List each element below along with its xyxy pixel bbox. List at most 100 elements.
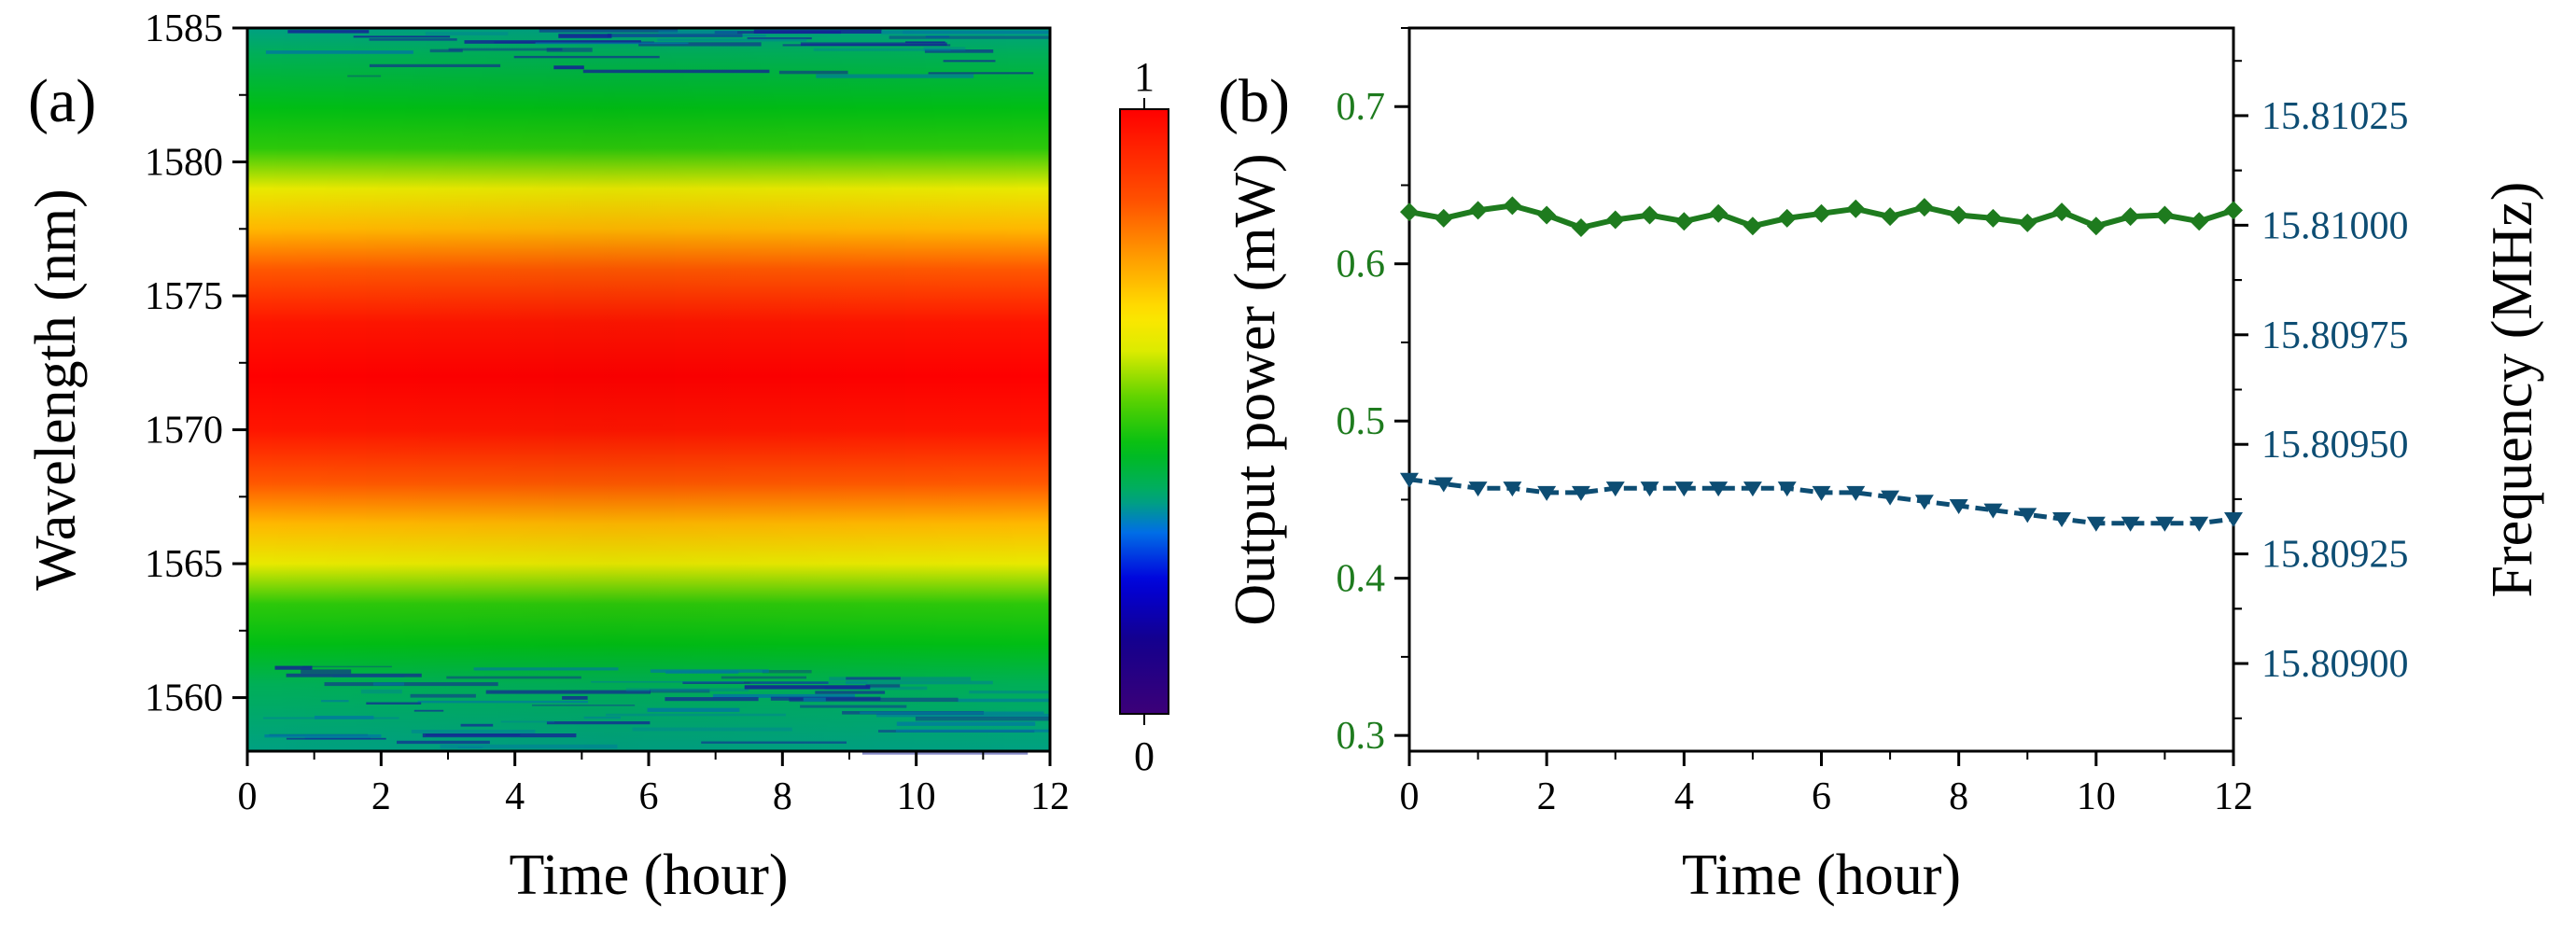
- x-tick-label: 12: [2214, 775, 2253, 818]
- frequency-marker: [2224, 512, 2243, 528]
- y-tick-label: 1585: [145, 7, 223, 50]
- noise-streak: [658, 30, 737, 35]
- left-y-tick-label: 0.4: [1337, 558, 1386, 601]
- noise-streak: [638, 42, 762, 47]
- noise-streak: [562, 696, 588, 700]
- noise-streak: [957, 698, 1050, 703]
- noise-streak: [625, 688, 749, 691]
- output-power-marker: [1537, 205, 1557, 225]
- frequency-line: [1408, 477, 2234, 526]
- noise-streak: [460, 723, 494, 727]
- x-tick-label: 0: [238, 775, 258, 818]
- frequency-marker: [1812, 485, 1831, 501]
- noise-streak: [591, 35, 766, 37]
- noise-streak: [500, 720, 555, 723]
- noise-streak: [417, 700, 588, 704]
- noise-streak: [876, 713, 1050, 718]
- noise-streak: [301, 669, 352, 674]
- noise-streak: [924, 49, 994, 53]
- noise-streak: [701, 741, 847, 744]
- noise-streak: [532, 705, 636, 706]
- output-power-marker: [1949, 205, 1968, 225]
- noise-streak: [591, 681, 745, 683]
- noise-streak: [464, 40, 641, 44]
- noise-streak: [881, 30, 1050, 35]
- frequency-marker: [1743, 481, 1762, 497]
- x-tick-label: 0: [1400, 775, 1420, 818]
- noise-streak: [413, 709, 444, 712]
- frequency-marker: [2018, 508, 2037, 523]
- frequency-marker: [2190, 516, 2209, 532]
- noise-streak: [813, 48, 951, 51]
- frequency-marker: [1468, 481, 1488, 497]
- noise-streak: [425, 32, 509, 35]
- right-y-tick-label: 15.80975: [2261, 314, 2409, 357]
- output-power-marker: [1743, 216, 1762, 236]
- noise-streak: [321, 700, 349, 703]
- output-power-marker: [2224, 201, 2243, 220]
- frequency-marker: [1434, 477, 1453, 493]
- x-tick-label: 8: [773, 775, 792, 818]
- output-power-marker: [1881, 207, 1900, 227]
- noise-streak: [264, 734, 382, 738]
- frequency-marker: [1983, 503, 2003, 519]
- y-tick-label: 1560: [145, 677, 223, 720]
- noise-streak: [265, 50, 413, 54]
- noise-streak: [457, 747, 483, 748]
- noise-streak: [366, 702, 422, 705]
- panel-b-label: (b): [1218, 67, 1290, 135]
- noise-streak: [372, 682, 405, 686]
- frequency-marker: [1709, 481, 1729, 497]
- panel-b-series: [1400, 196, 2243, 532]
- panel-a-x-axis-label: Time (hour): [509, 844, 788, 907]
- noise-streak: [747, 37, 812, 40]
- noise-streak: [410, 693, 476, 698]
- right-y-tick-label: 15.80925: [2261, 534, 2409, 577]
- y-tick-label: 1570: [145, 410, 223, 453]
- noise-streak: [665, 670, 739, 674]
- frequency-marker: [1503, 481, 1522, 497]
- right-y-tick-label: 15.80900: [2261, 643, 2409, 686]
- x-tick-label: 4: [505, 775, 525, 818]
- panel-b-frame: [1407, 26, 2235, 753]
- output-power-marker: [1914, 198, 1934, 217]
- heatmap-shading: [247, 28, 1050, 751]
- y-tick-label: 1580: [145, 142, 223, 185]
- frequency-marker: [1846, 485, 1866, 501]
- noise-streak: [353, 35, 451, 38]
- noise-streak: [558, 34, 612, 38]
- noise-streak: [360, 689, 402, 694]
- frequency-marker: [1674, 481, 1694, 497]
- output-power-marker: [2052, 202, 2072, 222]
- noise-streak: [923, 47, 966, 51]
- output-power-marker: [1468, 201, 1488, 220]
- panel-b-right-y-axis-label: Frequency (MHz): [2481, 182, 2544, 598]
- panel-a-y-axis-label: Wavelength (nm): [24, 188, 88, 591]
- noise-streak: [865, 684, 901, 688]
- noise-streak: [969, 691, 1050, 694]
- frequency-marker: [2052, 512, 2072, 528]
- output-power-marker: [1503, 196, 1522, 216]
- noise-streak: [274, 665, 313, 670]
- noise-streak: [369, 38, 457, 41]
- left-y-tick-label: 0.6: [1337, 244, 1386, 286]
- x-tick-label: 10: [897, 775, 936, 818]
- noise-streak: [647, 707, 740, 712]
- noise-streak: [815, 691, 886, 694]
- frequency-marker: [1777, 481, 1797, 497]
- noise-streak: [789, 697, 959, 703]
- noise-streak: [287, 30, 370, 34]
- panel-a-ticks: 0 2 4 6 8 10 12 1560 1565 1570 1575 1580 1585: [145, 7, 1070, 818]
- output-power-marker: [1434, 208, 1453, 228]
- left-y-tick-label: 0.5: [1337, 400, 1386, 443]
- noise-streak: [928, 72, 1034, 75]
- noise-streak: [860, 711, 1044, 715]
- noise-streak: [762, 670, 812, 674]
- noise-streak: [714, 31, 841, 35]
- noise-streak: [535, 42, 689, 45]
- noise-streak: [800, 42, 947, 46]
- left-y-tick-label: 0.7: [1337, 86, 1386, 129]
- noise-streak: [665, 697, 759, 702]
- noise-streak: [539, 29, 679, 33]
